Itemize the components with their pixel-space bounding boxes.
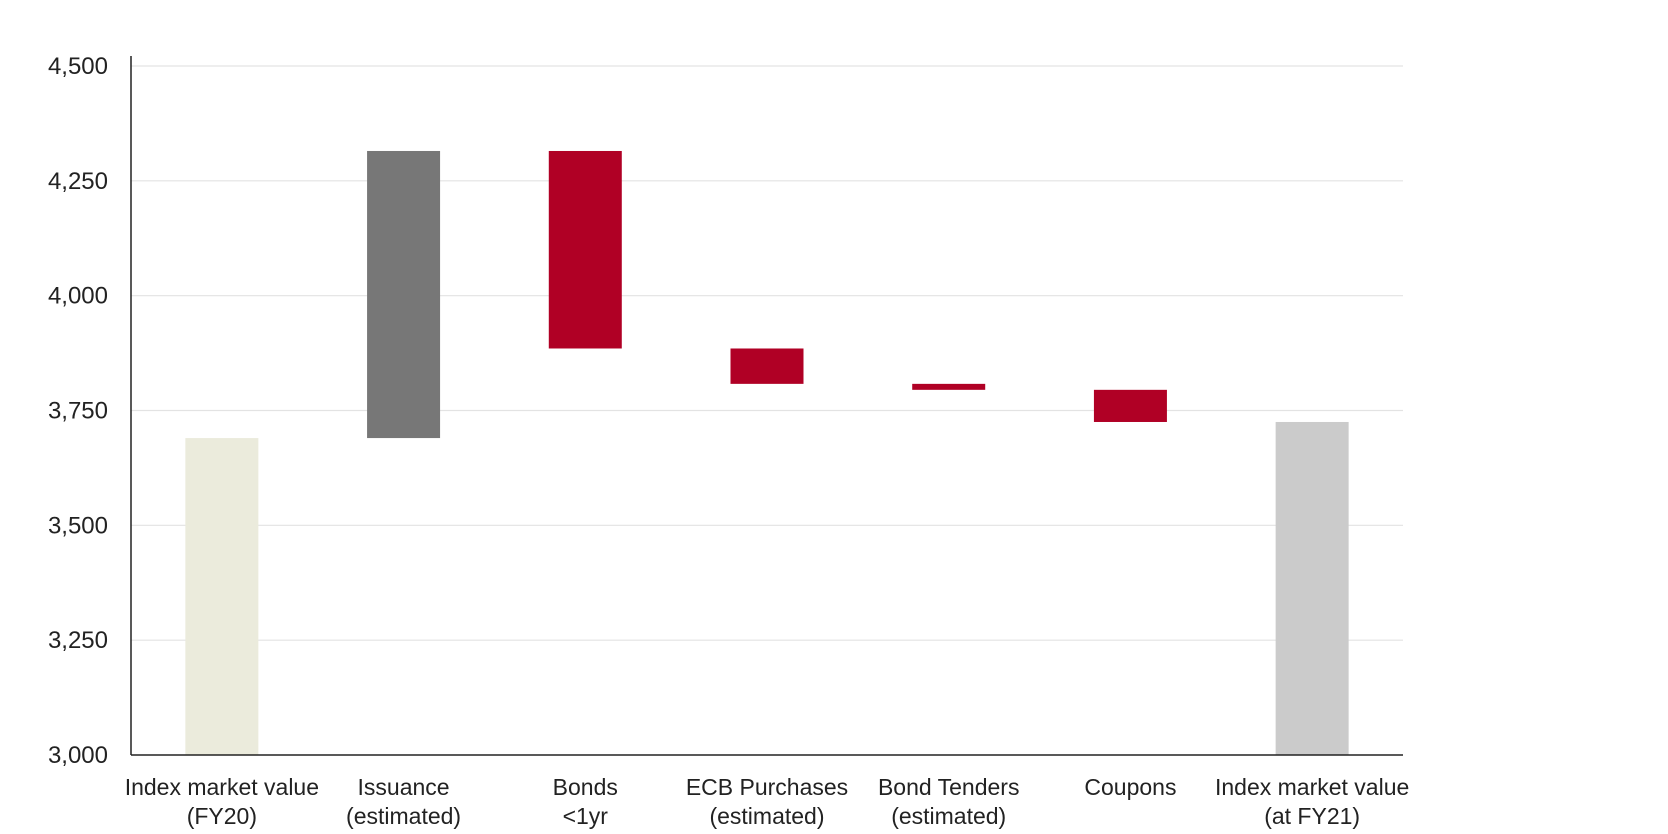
x-category-label: (FY20) [187,803,257,829]
y-tick-label: 4,500 [48,53,108,80]
x-category-label: (estimated) [709,803,824,829]
bar-decrease [912,383,986,390]
bar-total [1275,421,1349,755]
x-category-label: Coupons [1084,774,1176,800]
y-tick-label: 3,500 [48,512,108,539]
y-tick-label: 3,250 [48,627,108,654]
bar-decrease [730,348,804,384]
x-category-label: Bond Tenders [878,774,1020,800]
x-category-label: (estimated) [891,803,1006,829]
x-category-label: Issuance [358,774,450,800]
x-category-label: ECB Purchases [686,774,848,800]
x-category-label: Index market value [125,774,319,800]
x-category-label: Index market value [1215,774,1409,800]
x-axis-labels: Index market value (FY20) Issuance (estimat… [125,774,1410,829]
y-tick-label: 3,750 [48,398,108,425]
y-tick-label: 3,000 [48,742,108,769]
bar-total [185,438,259,755]
y-tick-label: 4,000 [48,283,108,310]
bars [185,150,1349,755]
x-category-label: Bonds [553,774,618,800]
bar-decrease [1093,389,1167,422]
x-category-label: (estimated) [346,803,461,829]
x-category-label: <1yr [563,803,609,829]
gridlines [131,65,1403,641]
bar-decrease [548,150,622,349]
x-category-label: (at FY21) [1264,803,1360,829]
axes [130,56,1403,756]
y-tick-label: 4,250 [48,168,108,195]
bar-increase [367,150,441,439]
y-axis-ticks: 3,000 3,250 3,500 3,750 4,000 4,250 4,500 [48,53,108,769]
